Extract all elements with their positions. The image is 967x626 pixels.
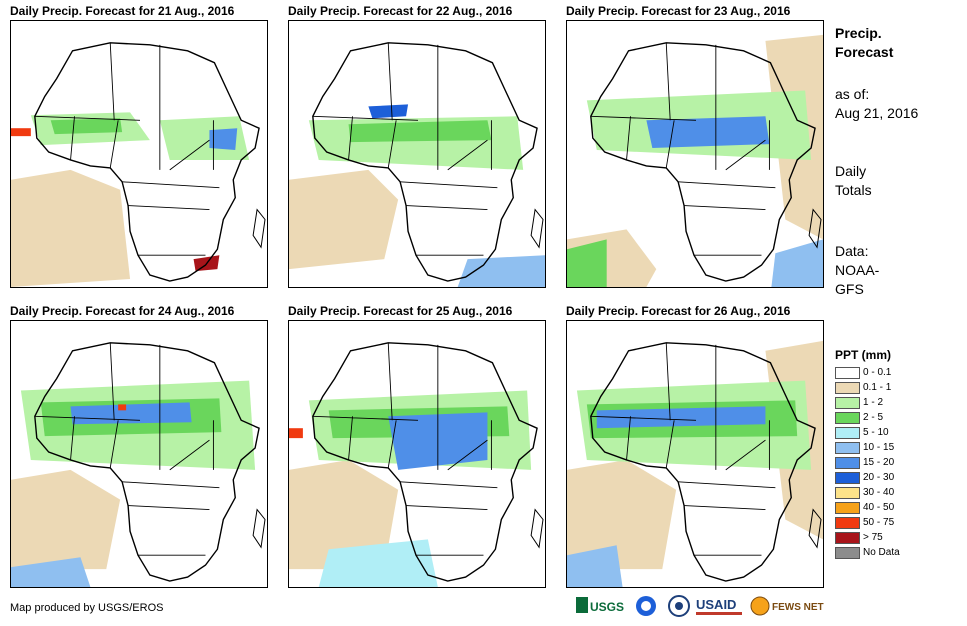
legend-swatch xyxy=(835,547,860,559)
panel-title: Daily Precip. Forecast for 26 Aug., 2016 xyxy=(566,304,791,318)
forecast-panel-23: Daily Precip. Forecast for 23 Aug., 2016 xyxy=(566,4,824,288)
asof-label: as of: xyxy=(835,86,870,102)
forecast-panel-22: Daily Precip. Forecast for 22 Aug., 2016 xyxy=(288,4,546,288)
forecast-panel-26: Daily Precip. Forecast for 26 Aug., 2016 xyxy=(566,304,824,588)
usaid-logo: USAID xyxy=(694,594,746,618)
legend-item: 50 - 75 xyxy=(835,516,895,531)
legend-label: 40 - 50 xyxy=(863,502,895,513)
legend-swatch xyxy=(835,472,860,484)
data-line: Data: xyxy=(835,243,869,259)
heading-line: Forecast xyxy=(835,44,894,60)
legend-title: PPT (mm) xyxy=(835,348,892,362)
legend-item: 2 - 5 xyxy=(835,411,891,426)
legend-label: No Data xyxy=(863,547,900,558)
dhs-seal xyxy=(668,594,690,618)
forecast-map xyxy=(566,320,824,588)
legend-swatch xyxy=(835,382,860,394)
legend-swatch xyxy=(835,397,860,409)
legend-label: 0 - 0.1 xyxy=(863,367,892,378)
panel-title: Daily Precip. Forecast for 25 Aug., 2016 xyxy=(288,304,513,318)
legend-label: 15 - 20 xyxy=(863,457,895,468)
legend-item: 10 - 15 xyxy=(835,441,895,456)
data-source-block: Data: NOAA- GFS xyxy=(835,242,879,299)
panel-title: Daily Precip. Forecast for 21 Aug., 2016 xyxy=(10,4,235,18)
panel-title: Daily Precip. Forecast for 24 Aug., 2016 xyxy=(10,304,235,318)
legend-swatch xyxy=(835,502,860,514)
legend-item: > 75 xyxy=(835,531,891,546)
data-line: NOAA- xyxy=(835,262,880,278)
legend: PPT (mm) 0 - 0.1 0.1 - 1 1 - 2 2 - 5 5 - 10 1… xyxy=(835,348,900,561)
legend-item: 5 - 10 xyxy=(835,426,891,441)
forecast-panel-21: Daily Precip. Forecast for 21 Aug., 2016 xyxy=(10,4,268,288)
legend-label: 10 - 15 xyxy=(863,442,895,453)
legend-label: 50 - 75 xyxy=(863,517,895,528)
asof-date: Aug 21, 2016 xyxy=(835,105,919,121)
legend-label: 20 - 30 xyxy=(863,472,895,483)
footer-credit: Map produced by USGS/EROS xyxy=(10,602,164,614)
legend-swatch xyxy=(835,517,860,529)
legend-swatch xyxy=(835,412,860,424)
asof-block: as of: Aug 21, 2016 xyxy=(835,85,918,123)
legend-swatch xyxy=(835,442,860,454)
usgs-logo: USGS xyxy=(576,594,628,618)
legend-swatch xyxy=(835,427,860,439)
forecast-map xyxy=(10,320,268,588)
panel-title: Daily Precip. Forecast for 23 Aug., 2016 xyxy=(566,4,791,18)
svg-text:FEWS NET: FEWS NET xyxy=(772,602,824,613)
panel-title: Daily Precip. Forecast for 22 Aug., 2016 xyxy=(288,4,513,18)
sidebar-heading: Precip. Forecast xyxy=(835,24,893,62)
legend-label: 5 - 10 xyxy=(863,427,889,438)
legend-item: 1 - 2 xyxy=(835,396,891,411)
legend-swatch xyxy=(835,367,860,379)
legend-swatch xyxy=(835,457,860,469)
forecast-map xyxy=(10,20,268,288)
totals-line: Daily xyxy=(835,163,867,179)
legend-label: 30 - 40 xyxy=(863,487,895,498)
svg-text:USGS: USGS xyxy=(590,600,624,614)
legend-label: 1 - 2 xyxy=(863,397,884,408)
legend-item: 0.1 - 1 xyxy=(835,381,891,396)
svg-text:USAID: USAID xyxy=(696,597,736,612)
legend-item: 0 - 0.1 xyxy=(835,366,891,381)
legend-item: 30 - 40 xyxy=(835,486,895,501)
forecast-map xyxy=(566,20,824,288)
forecast-map xyxy=(288,20,546,288)
legend-label: 0.1 - 1 xyxy=(863,382,892,393)
forecast-map xyxy=(288,320,546,588)
legend-item: No Data xyxy=(835,546,900,561)
legend-item: 40 - 50 xyxy=(835,501,895,516)
noaa-logo xyxy=(634,594,662,618)
forecast-panel-25: Daily Precip. Forecast for 25 Aug., 2016 xyxy=(288,304,546,588)
data-line: GFS xyxy=(835,281,864,297)
legend-label: > 75 xyxy=(863,532,883,543)
legend-swatch xyxy=(835,532,860,544)
totals-line: Totals xyxy=(835,182,872,198)
partner-logos: USGS USAID FEWS NET xyxy=(576,594,831,620)
legend-item: 20 - 30 xyxy=(835,471,895,486)
fewsnet-logo: FEWS NET xyxy=(750,594,830,618)
forecast-panel-24: Daily Precip. Forecast for 24 Aug., 2016 xyxy=(10,304,268,588)
totals-block: Daily Totals xyxy=(835,162,872,200)
legend-label: 2 - 5 xyxy=(863,412,884,423)
legend-swatch xyxy=(835,487,860,499)
legend-item: 15 - 20 xyxy=(835,456,895,471)
heading-line: Precip. xyxy=(835,25,882,41)
